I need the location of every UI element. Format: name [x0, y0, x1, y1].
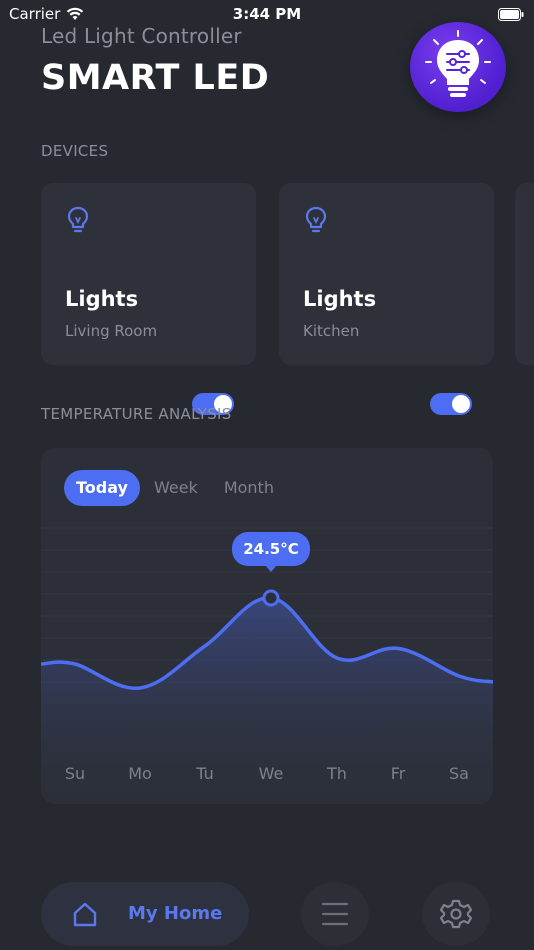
temperature-chart-card: Today Week Month 24.5°C Su Mo Tu We Th Fr Sa — [41, 448, 493, 804]
gear-icon — [439, 899, 473, 929]
home-icon — [73, 902, 97, 927]
page-title: SMART LED — [41, 58, 270, 98]
temperature-chart: 24.5°C Su Mo Tu We Th Fr Sa — [41, 527, 493, 804]
toggle-knob — [214, 395, 232, 413]
tab-month[interactable]: Month — [223, 478, 274, 497]
tab-today[interactable]: Today — [64, 470, 140, 506]
carrier-label: Carrier — [9, 5, 61, 23]
x-axis-label: Sa — [449, 764, 469, 783]
battery-icon — [498, 7, 524, 25]
menu-icon — [321, 902, 349, 926]
x-axis-label: Fr — [391, 764, 406, 783]
living-room-toggle[interactable] — [192, 393, 234, 415]
app-subtitle: Led Light Controller — [41, 24, 242, 48]
x-axis-label: Su — [65, 764, 85, 783]
device-name: Lights — [303, 287, 377, 311]
nav-my-home[interactable]: My Home — [41, 882, 249, 946]
wifi-icon — [67, 7, 84, 20]
lightbulb-icon — [305, 206, 327, 233]
temperature-tooltip: 24.5°C — [232, 532, 310, 572]
temperature-section-label: TEMPERATURE ANALYSIS — [41, 405, 232, 423]
kitchen-toggle[interactable] — [430, 393, 472, 415]
x-axis-label: Th — [326, 764, 347, 783]
device-card-living-room[interactable]: Lights Living Room — [41, 183, 256, 415]
toggle-knob — [452, 395, 470, 413]
x-axis-label: Mo — [128, 764, 152, 783]
devices-section-label: DEVICES — [41, 142, 109, 160]
temperature-area — [41, 597, 493, 804]
device-card-kitchen[interactable]: Lights Kitchen — [279, 183, 494, 415]
status-bar: Carrier 3:44 PM — [0, 0, 534, 28]
device-card-next[interactable] — [515, 183, 534, 365]
nav-settings-button[interactable] — [422, 882, 490, 946]
highlight-point[interactable] — [262, 589, 280, 607]
tooltip-value: 24.5°C — [243, 540, 299, 558]
nav-menu-button[interactable] — [301, 882, 369, 946]
period-tabs: Today Week Month — [64, 470, 288, 506]
nav-home-label: My Home — [128, 903, 223, 924]
lightbulb-sliders-icon[interactable] — [410, 22, 506, 112]
device-room: Kitchen — [303, 322, 360, 340]
bottom-navigation: My Home — [0, 880, 534, 950]
lightbulb-icon — [67, 206, 89, 233]
x-axis-label: Tu — [195, 764, 213, 783]
x-axis-label: We — [259, 764, 284, 783]
device-name: Lights — [65, 287, 139, 311]
tab-week[interactable]: Week — [153, 478, 198, 497]
carrier-indicator: Carrier — [9, 5, 84, 23]
status-time: 3:44 PM — [232, 5, 302, 23]
device-room: Living Room — [65, 322, 158, 340]
